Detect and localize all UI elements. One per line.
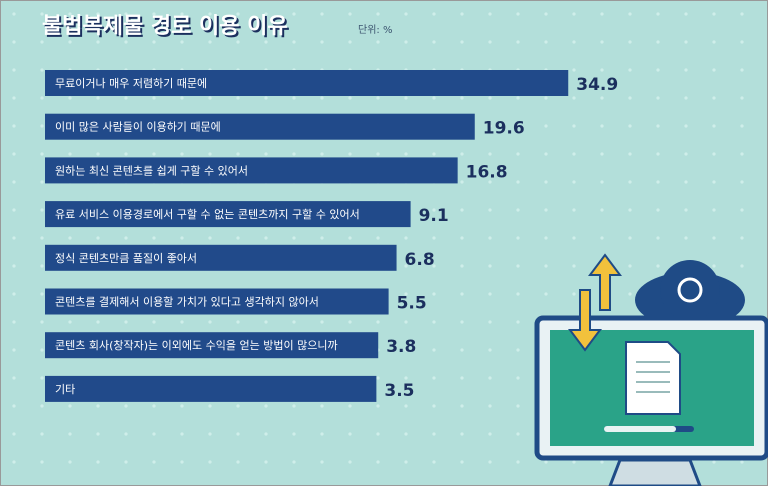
value-label: 9.1	[419, 206, 449, 226]
value-label: 19.6	[483, 119, 525, 139]
bar-label: 콘텐츠 회사(창작자)는 이외에도 수익을 얻는 방법이 많으니까	[55, 339, 338, 352]
bar	[45, 157, 458, 184]
bar-label: 기타	[55, 383, 75, 396]
bar-label: 유료 서비스 이용경로에서 구할 수 없는 콘텐츠까지 구할 수 있어서	[55, 208, 360, 221]
bar	[45, 332, 379, 359]
value-label: 3.8	[386, 337, 416, 357]
bar	[45, 70, 569, 96]
bar-label: 원하는 최신 콘텐츠를 쉽게 구할 수 있어서	[55, 163, 248, 177]
bar-label: 무료이거나 매우 저렴하기 때문에	[55, 76, 207, 90]
bar-label: 정식 콘텐츠만큼 품질이 좋아서	[55, 252, 197, 265]
chart-title-shadow: 불법복제물 경로 이용 이유	[44, 16, 290, 41]
bar	[45, 375, 377, 402]
value-label: 5.5	[397, 294, 427, 314]
bar	[45, 244, 397, 271]
bar-label: 콘텐츠를 결제해서 이용할 가치가 있다고 생각하지 않아서	[55, 295, 319, 309]
bar	[45, 288, 389, 315]
value-label: 6.8	[405, 250, 435, 270]
value-label: 34.9	[576, 75, 618, 95]
value-label: 16.8	[466, 162, 508, 182]
bar	[45, 113, 475, 140]
illustration	[534, 253, 768, 486]
value-label: 3.5	[384, 381, 414, 401]
bar	[45, 201, 411, 228]
bar-label: 이미 많은 사람들이 이용하기 때문에	[55, 120, 221, 134]
chart-title: 불법복제물 경로 이용 이유	[42, 14, 288, 39]
unit-label: 단위: %	[358, 23, 392, 36]
